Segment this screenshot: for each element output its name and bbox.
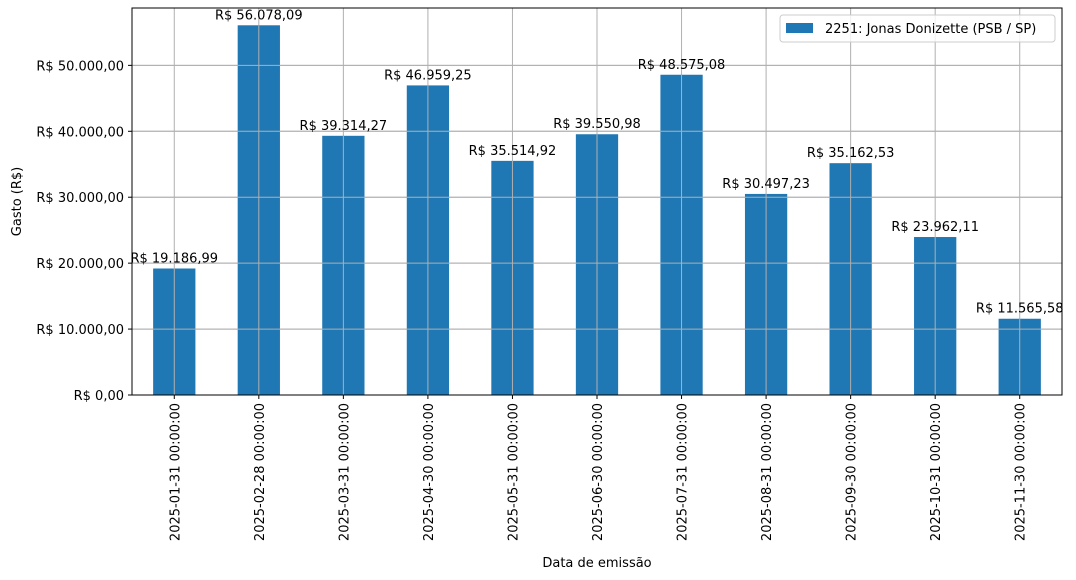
bar-value-label: R$ 39.550,98 [553, 117, 641, 132]
bar-value-label: R$ 56.078,09 [215, 8, 303, 23]
x-tick-label: 2025-10-31 00:00:00 [929, 403, 944, 541]
x-tick-label: 2025-01-31 00:00:00 [168, 403, 183, 541]
bar-value-label: R$ 30.497,23 [722, 177, 810, 192]
x-tick-label: 2025-05-31 00:00:00 [506, 403, 521, 541]
y-tick-label: R$ 30.000,00 [36, 191, 124, 206]
x-tick-label: 2025-04-30 00:00:00 [422, 403, 437, 541]
x-tick-label: 2025-08-31 00:00:00 [760, 403, 775, 541]
bar-series [132, 25, 1062, 396]
bar-value-label: R$ 19.186,99 [130, 252, 218, 267]
legend-box [779, 14, 1056, 43]
y-tick-label: R$ 50.000,00 [36, 59, 124, 74]
bar-value-label: R$ 39.314,27 [300, 119, 388, 134]
x-tick-label: 2025-11-30 00:00:00 [1014, 403, 1029, 541]
x-tick-label: 2025-03-31 00:00:00 [337, 403, 352, 541]
x-axis-title: Data de emissão [542, 556, 651, 571]
y-tick-label: R$ 10.000,00 [36, 323, 124, 338]
legend-label: 2251: Jonas Donizette (PSB / SP) [825, 22, 1036, 37]
legend-swatch-icon [786, 23, 813, 33]
y-axis-title: Gasto (R$) [10, 167, 25, 236]
bar-value-label: R$ 35.514,92 [469, 144, 557, 159]
x-tick-label: 2025-09-30 00:00:00 [845, 403, 860, 541]
x-tick-label: 2025-02-28 00:00:00 [253, 403, 268, 541]
x-tick-label: 2025-07-31 00:00:00 [676, 403, 691, 541]
bar-value-label: R$ 48.575,08 [638, 58, 726, 73]
bar-value-label: R$ 46.959,25 [384, 68, 472, 83]
y-tick-label: R$ 40.000,00 [36, 125, 124, 140]
x-axis-ticks: 2025-01-31 00:00:00 2025-02-28 00:00:00 20… [168, 395, 1029, 541]
bar-value-labels: R$ 19.186,99 R$ 56.078,09 R$ 39.314,27 R$ 4… [130, 8, 1063, 316]
y-axis-ticks: R$ 0,00 R$ 10.000,00 R$ 20.000,00 R$ 30.000… [36, 59, 132, 404]
x-tick-label: 2025-06-30 00:00:00 [591, 403, 606, 541]
bar-value-label: R$ 23.962,11 [891, 220, 979, 235]
bar-value-label: R$ 11.565,58 [976, 302, 1064, 317]
y-tick-label: R$ 0,00 [74, 389, 124, 404]
bar-value-label: R$ 35.162,53 [807, 146, 895, 161]
legend[interactable]: 2251: Jonas Donizette (PSB / SP) [779, 14, 1056, 43]
y-tick-label: R$ 20.000,00 [36, 257, 124, 272]
